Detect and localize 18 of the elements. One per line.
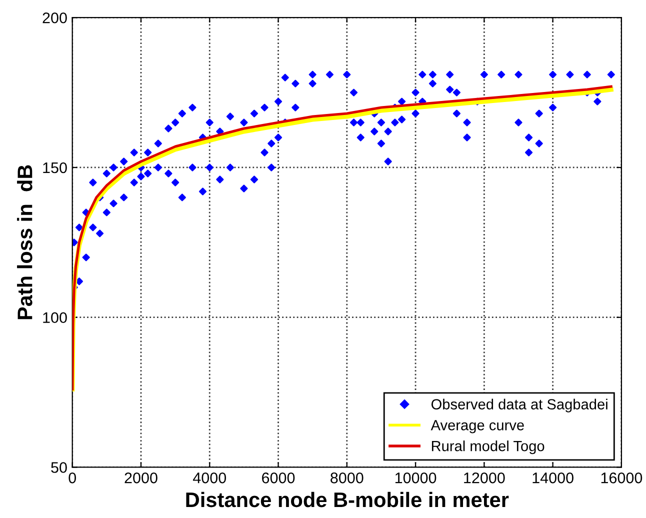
legend-label: Rural model Togo	[432, 440, 544, 454]
legend-label: Observed data at Sagbadei	[431, 398, 608, 412]
x-tick-label: 6000	[262, 472, 295, 484]
y-tick-label: 50	[51, 462, 67, 473]
y-tick-label: 150	[43, 162, 67, 174]
x-tick-label: 16000	[601, 472, 642, 484]
x-axis-title: Distance node B-mobile in meter	[186, 492, 509, 508]
x-tick-label: 12000	[464, 472, 505, 484]
x-tick-label: 10000	[395, 472, 436, 484]
y-tick-label: 100	[43, 312, 67, 324]
x-tick-label: 2000	[124, 472, 158, 484]
x-tick-label: 14000	[532, 472, 574, 484]
x-tick-label: 4000	[192, 472, 226, 484]
y-axis-title: Path loss in dB	[17, 165, 32, 320]
legend-label: Average curve	[430, 420, 524, 434]
x-tick-label: 0	[68, 472, 76, 484]
y-tick-label: 200	[42, 12, 67, 24]
x-tick-label: 8000	[330, 472, 364, 484]
